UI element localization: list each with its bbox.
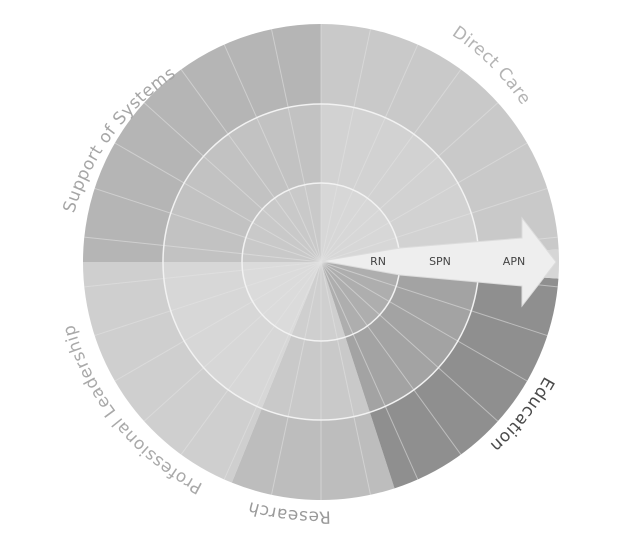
- ring-label-apn: APN: [503, 255, 525, 268]
- spoke-line: [320, 261, 371, 495]
- spoke-line: [320, 261, 499, 422]
- spoke-line: [114, 142, 322, 263]
- sector-research: [231, 262, 395, 500]
- ring-label-spn: SPN: [429, 255, 451, 268]
- sector-education: [321, 262, 559, 489]
- spoke-line: [320, 29, 371, 263]
- arrow-shape: [321, 216, 557, 308]
- spoke-line: [94, 187, 322, 263]
- spoke-line: [180, 261, 322, 455]
- spoke-line: [143, 102, 322, 263]
- sector-direct-care: [321, 24, 559, 262]
- spoke-line: [180, 69, 322, 263]
- domain-sectors: [83, 24, 560, 500]
- spoke-line: [320, 261, 548, 337]
- spoke-line: [223, 44, 322, 263]
- domain-label-research: Research: [246, 497, 331, 527]
- sector-spokes: [84, 24, 558, 500]
- spoke-line: [320, 187, 548, 263]
- sector-professional-leadership: [83, 262, 321, 483]
- ring-label-rn: RN: [370, 255, 386, 268]
- spoke-line: [94, 261, 322, 337]
- spoke-line: [320, 69, 462, 263]
- spoke-line: [143, 261, 322, 422]
- spoke-line: [271, 261, 322, 495]
- spoke-line: [320, 102, 499, 263]
- spoke-line: [320, 261, 419, 480]
- spoke-line: [320, 261, 462, 455]
- spoke-line: [320, 142, 528, 263]
- progression-arrow: RN SPN APN: [321, 216, 557, 308]
- spoke-line: [271, 29, 322, 263]
- spoke-line: [223, 261, 322, 480]
- spoke-line: [320, 261, 528, 382]
- spoke-line: [84, 236, 322, 263]
- spoke-line: [114, 261, 322, 382]
- spoke-line: [320, 44, 419, 263]
- spoke-line: [84, 261, 322, 288]
- sector-support-of-systems: [83, 24, 321, 262]
